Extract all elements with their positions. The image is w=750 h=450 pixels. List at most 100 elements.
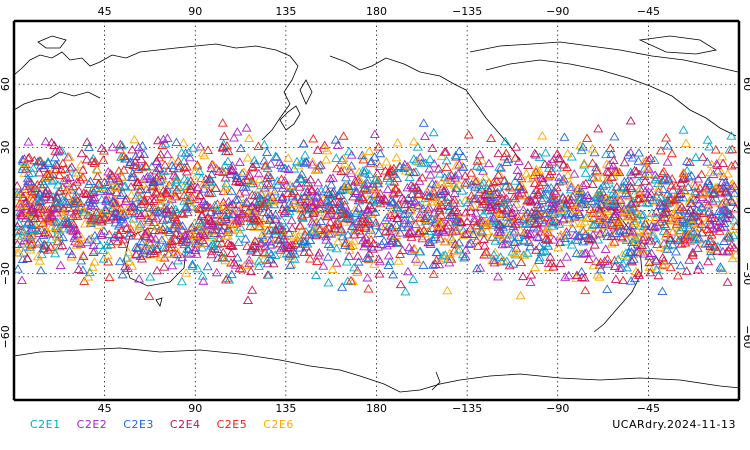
observation-marker bbox=[693, 264, 704, 274]
observation-marker bbox=[682, 220, 693, 229]
observation-marker bbox=[622, 212, 633, 221]
observation-marker bbox=[241, 123, 252, 132]
observation-marker bbox=[78, 251, 89, 261]
observation-marker bbox=[706, 246, 717, 256]
observation-marker bbox=[263, 270, 274, 279]
observation-marker bbox=[144, 291, 155, 300]
observation-marker bbox=[326, 180, 337, 189]
observation-marker bbox=[52, 193, 63, 202]
observation-marker bbox=[601, 149, 612, 159]
observation-marker bbox=[56, 164, 67, 174]
observation-marker bbox=[113, 175, 124, 184]
observation-marker bbox=[657, 175, 668, 185]
observation-marker bbox=[379, 236, 390, 245]
observation-marker bbox=[650, 222, 660, 231]
observation-marker bbox=[363, 252, 374, 262]
observation-marker bbox=[645, 153, 656, 163]
observation-marker bbox=[454, 244, 465, 254]
observation-marker bbox=[315, 216, 326, 226]
observation-marker bbox=[389, 177, 400, 186]
observation-marker bbox=[129, 134, 140, 144]
observation-marker bbox=[388, 269, 399, 279]
observation-marker bbox=[189, 173, 200, 183]
observation-marker bbox=[19, 188, 30, 197]
observation-marker bbox=[68, 226, 79, 235]
observation-marker bbox=[370, 183, 381, 193]
observation-marker bbox=[197, 235, 208, 245]
observation-marker bbox=[452, 226, 463, 236]
observation-marker bbox=[127, 168, 138, 178]
observation-marker bbox=[671, 194, 682, 204]
observation-marker bbox=[373, 175, 384, 185]
observation-marker bbox=[459, 253, 470, 262]
observation-marker bbox=[602, 206, 613, 215]
observation-marker bbox=[51, 231, 62, 241]
observation-marker bbox=[588, 208, 599, 217]
lat-tick-label: 0 bbox=[741, 207, 750, 214]
observation-marker bbox=[432, 183, 443, 192]
observation-marker bbox=[723, 231, 734, 241]
observation-marker bbox=[172, 247, 183, 256]
observation-marker bbox=[287, 203, 298, 213]
observation-marker bbox=[237, 168, 248, 178]
observation-marker bbox=[397, 193, 408, 202]
lat-ticks-left: 60 30 0 −30 −60 bbox=[0, 77, 12, 348]
observation-marker bbox=[509, 237, 520, 246]
observation-marker bbox=[58, 211, 69, 220]
observation-marker bbox=[249, 206, 260, 215]
observation-marker bbox=[38, 207, 49, 216]
observation-marker bbox=[626, 247, 637, 256]
observation-marker bbox=[500, 181, 511, 190]
observation-marker bbox=[406, 213, 417, 222]
observation-marker bbox=[714, 183, 725, 193]
observation-marker bbox=[525, 277, 536, 286]
observation-marker bbox=[501, 256, 512, 265]
observation-marker bbox=[386, 223, 397, 232]
observation-marker bbox=[705, 251, 716, 260]
observation-marker bbox=[91, 215, 102, 225]
observation-marker bbox=[331, 243, 342, 253]
observation-marker bbox=[530, 195, 541, 204]
observation-marker bbox=[439, 147, 450, 156]
observation-marker bbox=[204, 188, 215, 198]
observation-marker bbox=[519, 250, 530, 259]
observation-marker bbox=[719, 218, 730, 227]
observation-marker bbox=[657, 252, 668, 262]
observation-marker bbox=[468, 231, 479, 240]
observation-marker bbox=[478, 234, 489, 243]
observation-marker bbox=[53, 180, 64, 189]
observation-marker bbox=[210, 210, 221, 219]
observation-marker bbox=[29, 155, 40, 165]
observation-marker bbox=[284, 242, 295, 251]
observation-marker bbox=[34, 188, 45, 198]
observation-marker bbox=[299, 186, 310, 196]
lon-tick-label: −45 bbox=[637, 402, 660, 415]
observation-marker bbox=[392, 137, 403, 147]
observation-marker bbox=[235, 216, 246, 226]
observation-marker bbox=[181, 268, 192, 277]
observation-marker bbox=[270, 224, 281, 234]
observation-marker bbox=[130, 151, 141, 161]
observation-marker bbox=[234, 263, 245, 273]
observation-marker bbox=[340, 240, 351, 249]
observation-marker bbox=[64, 152, 75, 161]
observation-marker bbox=[190, 189, 201, 198]
observation-marker bbox=[253, 168, 264, 178]
observation-marker bbox=[14, 247, 25, 257]
observation-marker bbox=[197, 179, 208, 189]
observation-marker bbox=[514, 182, 525, 191]
observation-marker bbox=[726, 131, 737, 140]
observation-marker bbox=[508, 227, 519, 237]
observation-marker bbox=[220, 255, 231, 265]
observation-marker bbox=[415, 209, 426, 218]
observation-marker bbox=[613, 254, 624, 264]
observation-marker bbox=[232, 224, 243, 234]
observation-markers bbox=[12, 115, 741, 304]
observation-marker bbox=[126, 190, 137, 199]
observation-marker bbox=[460, 229, 471, 238]
observation-marker bbox=[567, 223, 578, 233]
observation-marker bbox=[558, 213, 569, 223]
observation-marker bbox=[721, 181, 732, 190]
observation-marker bbox=[134, 193, 145, 203]
observation-marker bbox=[249, 155, 260, 165]
